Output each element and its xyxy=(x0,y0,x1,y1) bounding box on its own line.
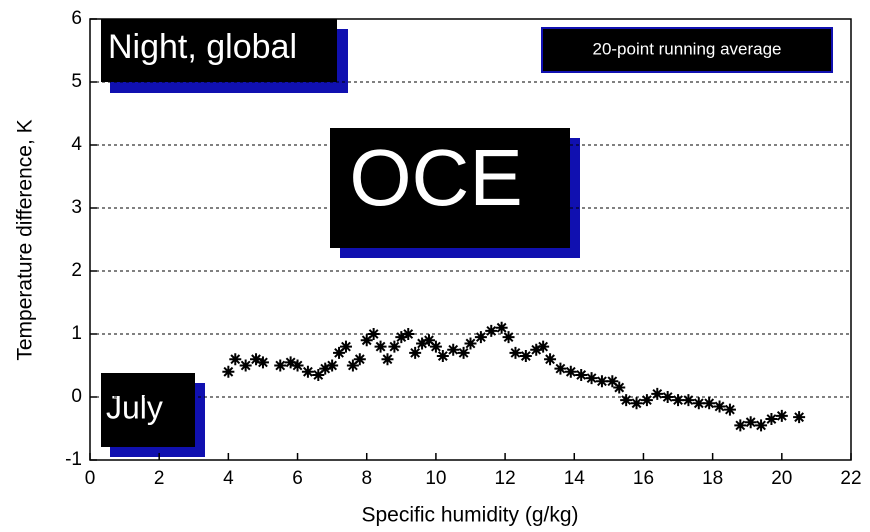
point xyxy=(402,328,415,340)
point xyxy=(672,394,685,407)
x-tick-label: 10 xyxy=(425,468,446,489)
x-tick-label: 8 xyxy=(361,468,372,489)
point xyxy=(775,409,788,422)
point xyxy=(620,394,633,407)
point xyxy=(530,343,543,356)
point xyxy=(319,362,332,375)
x-tick-label: 22 xyxy=(840,468,861,489)
y-tick-label: 5 xyxy=(71,71,82,92)
y-tick-label: 6 xyxy=(71,8,82,29)
point xyxy=(395,331,408,344)
point xyxy=(793,411,806,424)
point xyxy=(509,346,522,359)
point xyxy=(374,340,387,353)
x-tick-label: 4 xyxy=(223,468,234,489)
point xyxy=(457,346,470,359)
point xyxy=(606,375,619,388)
point xyxy=(734,419,747,432)
x-tick-label: 14 xyxy=(564,468,586,489)
x-tick-label: 2 xyxy=(154,468,165,489)
point xyxy=(537,340,550,353)
point xyxy=(755,419,768,432)
point xyxy=(291,359,304,372)
point xyxy=(485,324,498,337)
y-tick-label: 2 xyxy=(71,260,82,281)
point xyxy=(765,413,778,426)
point xyxy=(274,359,287,372)
x-tick-label: 12 xyxy=(495,468,516,489)
x-axis-label: Specific humidity (g/kg) xyxy=(361,504,578,527)
y-axis-label: Temperature difference, K xyxy=(14,119,37,360)
point xyxy=(239,359,252,372)
point xyxy=(333,346,346,359)
annotation: July xyxy=(106,389,163,425)
point xyxy=(429,340,442,353)
point xyxy=(519,350,532,363)
plot-frame xyxy=(89,18,852,461)
point xyxy=(502,331,515,344)
point xyxy=(723,403,736,416)
point xyxy=(367,328,380,340)
label-box xyxy=(101,373,195,447)
point xyxy=(229,353,242,366)
x-tick-label: 16 xyxy=(633,468,654,489)
point xyxy=(436,350,449,363)
point xyxy=(284,356,297,369)
x-tick-label: 18 xyxy=(702,468,723,489)
x-tick-label: 20 xyxy=(771,468,792,489)
point xyxy=(630,397,643,410)
point xyxy=(575,368,588,381)
x-tick-label: 6 xyxy=(292,468,303,489)
y-tick-label: 4 xyxy=(71,134,82,155)
label-box xyxy=(101,19,337,82)
point xyxy=(250,353,263,366)
point xyxy=(381,353,394,366)
point xyxy=(613,381,626,394)
y-tick-label: -1 xyxy=(65,449,82,470)
title-box xyxy=(330,128,570,248)
point xyxy=(495,321,508,334)
point xyxy=(416,337,429,350)
point xyxy=(312,368,325,381)
y-tick-label: 1 xyxy=(71,323,82,344)
point xyxy=(346,359,359,372)
point xyxy=(661,391,674,403)
y-tick-label: 3 xyxy=(71,197,82,218)
annotation: Night, global xyxy=(108,28,297,66)
point xyxy=(474,331,487,344)
point xyxy=(464,337,477,350)
point xyxy=(554,362,567,375)
point xyxy=(422,334,435,347)
point xyxy=(326,359,339,372)
point xyxy=(222,365,235,378)
point xyxy=(703,397,716,410)
point xyxy=(447,343,460,356)
point xyxy=(595,375,608,388)
point xyxy=(301,365,314,378)
point xyxy=(585,372,598,385)
x-tick-label: 0 xyxy=(85,468,96,489)
chart-title: OCE xyxy=(349,133,522,222)
point xyxy=(388,340,401,353)
point xyxy=(544,353,557,366)
point xyxy=(744,416,757,429)
y-tick-label: 0 xyxy=(71,386,82,407)
point xyxy=(256,356,269,369)
point xyxy=(692,397,705,410)
point xyxy=(339,340,352,353)
point xyxy=(353,353,366,366)
annotation: 20-point running average xyxy=(592,39,781,58)
point xyxy=(682,394,695,407)
point xyxy=(640,394,653,407)
point xyxy=(360,334,373,347)
point xyxy=(651,387,664,400)
point xyxy=(409,346,422,359)
label-box xyxy=(541,27,833,73)
point xyxy=(564,365,577,378)
point xyxy=(713,400,726,413)
